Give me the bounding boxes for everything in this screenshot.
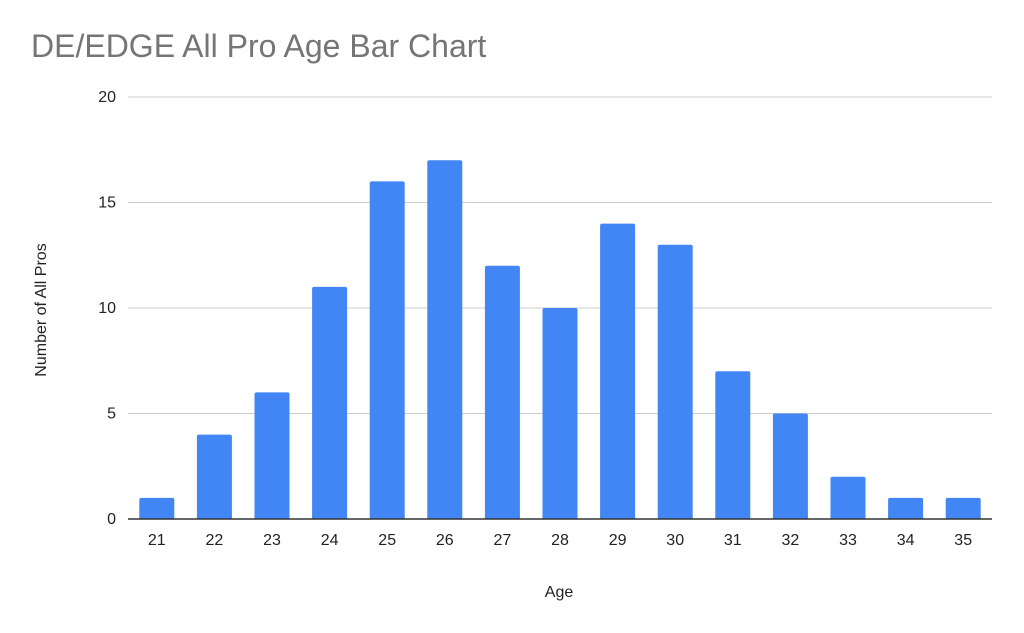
x-tick-label: 25 bbox=[378, 532, 396, 549]
x-tick-label: 27 bbox=[494, 532, 512, 549]
y-tick-label: 5 bbox=[107, 406, 116, 423]
x-axis-label: Age bbox=[545, 584, 574, 601]
bar bbox=[542, 308, 578, 519]
y-tick-label: 10 bbox=[98, 300, 116, 317]
y-axis-label: Number of All Pros bbox=[33, 243, 50, 376]
chart-title: DE/EDGE All Pro Age Bar Chart bbox=[31, 28, 487, 64]
x-tick-label: 31 bbox=[724, 532, 742, 549]
x-tick-label: 30 bbox=[666, 532, 684, 549]
bar bbox=[600, 223, 636, 519]
bar bbox=[369, 181, 405, 519]
bar bbox=[657, 244, 693, 519]
bar bbox=[715, 371, 751, 519]
x-tick-label: 35 bbox=[954, 532, 972, 549]
x-tick-label: 24 bbox=[321, 532, 339, 549]
bar bbox=[427, 160, 463, 520]
x-tick-label: 29 bbox=[609, 532, 627, 549]
bar bbox=[888, 497, 924, 519]
y-tick-label: 20 bbox=[98, 89, 116, 106]
bar bbox=[312, 286, 348, 519]
x-tick-label: 21 bbox=[148, 532, 166, 549]
bar bbox=[830, 476, 866, 519]
bar bbox=[945, 497, 981, 519]
bar bbox=[484, 265, 520, 519]
x-tick-label: 33 bbox=[839, 532, 857, 549]
bar bbox=[254, 392, 290, 519]
x-tick-label: 32 bbox=[782, 532, 800, 549]
x-tick-label: 22 bbox=[206, 532, 224, 549]
x-tick-label: 23 bbox=[263, 532, 281, 549]
x-tick-label: 34 bbox=[897, 532, 915, 549]
y-tick-label: 0 bbox=[107, 511, 116, 528]
bar bbox=[772, 413, 808, 519]
x-tick-label: 28 bbox=[551, 532, 569, 549]
bar bbox=[196, 434, 232, 519]
y-tick-label: 15 bbox=[98, 195, 116, 212]
x-tick-label: 26 bbox=[436, 532, 454, 549]
bar bbox=[139, 497, 175, 519]
